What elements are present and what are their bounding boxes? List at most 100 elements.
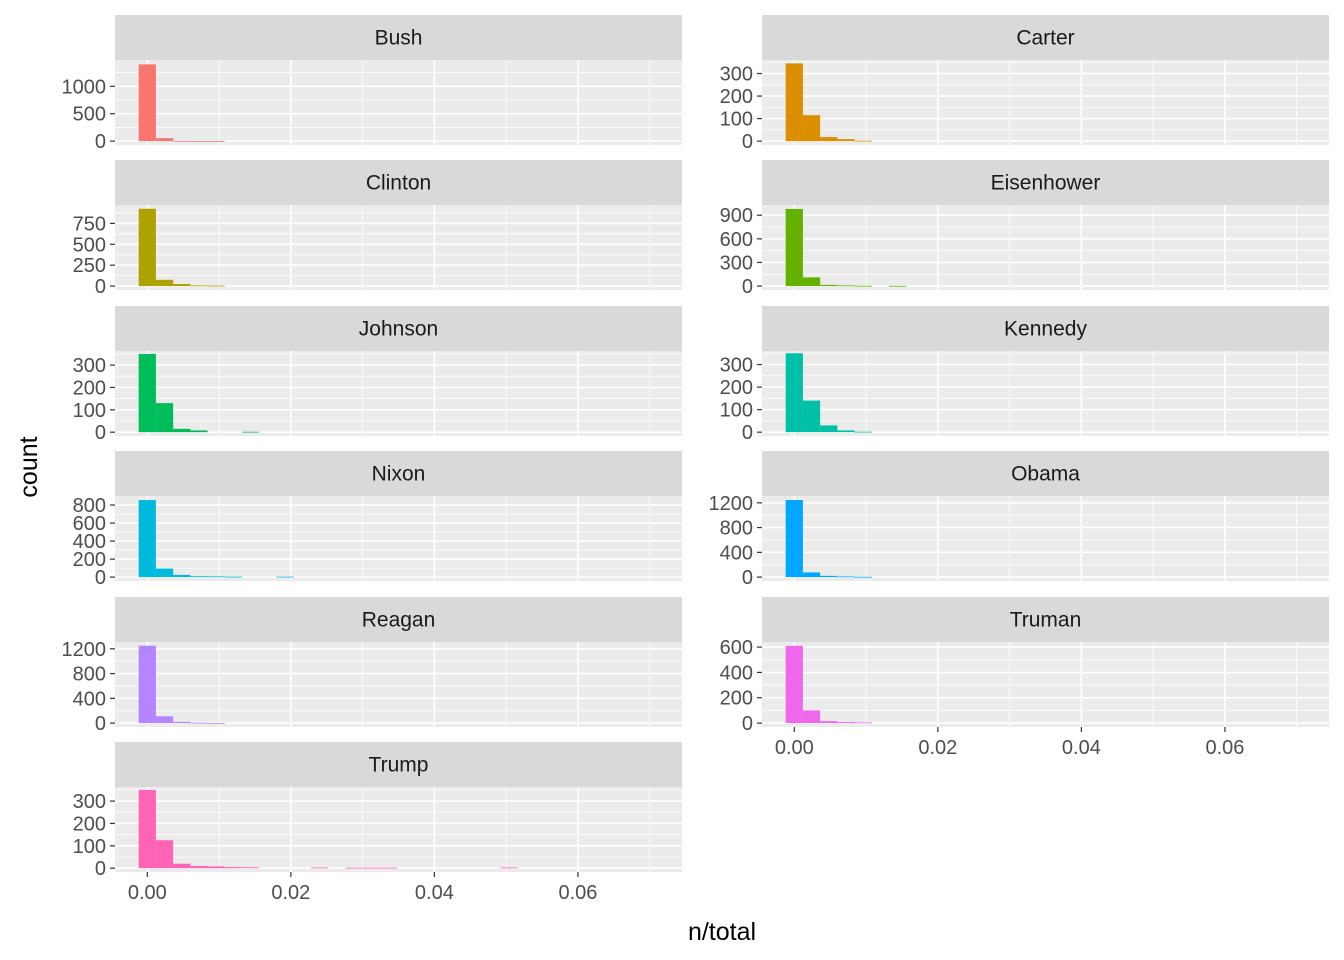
bar xyxy=(190,285,208,287)
plot-background-eisenhower xyxy=(762,205,1329,290)
bar xyxy=(155,716,174,724)
bar xyxy=(155,568,174,578)
bar xyxy=(310,867,329,869)
strip-label-truman: Truman xyxy=(1010,609,1082,632)
plot-background-nixon xyxy=(115,496,682,581)
bar xyxy=(837,430,855,433)
bar xyxy=(837,722,855,724)
bar xyxy=(190,865,208,869)
y-tick-label: 0 xyxy=(742,276,753,298)
y-tick-label: 1000 xyxy=(62,76,107,98)
x-tick-label: 0.02 xyxy=(271,882,310,904)
strip-label-bush: Bush xyxy=(375,27,423,50)
strip-label-johnson: Johnson xyxy=(359,318,438,341)
y-tick-label: 100 xyxy=(720,109,753,131)
y-tick-label: 0 xyxy=(95,713,106,735)
bar xyxy=(190,576,208,578)
panel-bush: Bush 0 500 1000 xyxy=(62,15,682,153)
plot-background-trump xyxy=(115,787,682,872)
bar xyxy=(854,140,872,142)
strip-kennedy xyxy=(762,306,1329,351)
x-tick-label: 0.00 xyxy=(128,882,167,904)
bar xyxy=(854,576,872,578)
bar xyxy=(785,500,803,578)
y-tick-label: 800 xyxy=(73,495,106,517)
y-tick-label: 0 xyxy=(95,422,106,444)
y-tick-label: 200 xyxy=(720,377,753,399)
bar xyxy=(207,576,225,578)
bar xyxy=(173,428,191,433)
bar xyxy=(500,867,518,869)
bar xyxy=(155,138,174,142)
bar xyxy=(802,400,821,433)
bar xyxy=(837,139,855,142)
bar xyxy=(820,137,838,142)
strip-reagan xyxy=(115,597,682,642)
x-tick-label: 0.06 xyxy=(558,882,597,904)
bar xyxy=(820,721,838,724)
x-tick-label: 0.02 xyxy=(918,737,957,759)
strip-label-nixon: Nixon xyxy=(372,463,426,486)
strip-label-carter: Carter xyxy=(1016,27,1074,50)
bar xyxy=(345,867,363,869)
bar xyxy=(224,576,243,578)
y-tick-label: 200 xyxy=(73,549,106,571)
bar xyxy=(854,722,872,724)
bar xyxy=(173,863,191,869)
bar xyxy=(837,576,855,578)
y-tick-label: 300 xyxy=(720,252,753,274)
bar xyxy=(820,575,838,578)
bar xyxy=(155,403,174,433)
y-tick-label: 100 xyxy=(73,836,106,858)
bar xyxy=(224,867,243,869)
bar xyxy=(207,141,225,142)
plot-background-johnson xyxy=(115,351,682,436)
bar xyxy=(379,867,398,869)
y-tick-label: 200 xyxy=(73,377,106,399)
plot-background-clinton xyxy=(115,205,682,290)
y-tick-label: 400 xyxy=(73,688,106,710)
bar xyxy=(802,710,821,724)
y-tick-label: 800 xyxy=(720,518,753,540)
bar xyxy=(242,431,260,433)
y-tick-label: 300 xyxy=(720,64,753,86)
bar xyxy=(190,430,208,433)
strip-clinton xyxy=(115,160,682,205)
bar xyxy=(138,353,156,433)
strip-johnson xyxy=(115,306,682,351)
plot-background-obama xyxy=(762,496,1329,581)
x-tick-label: 0.06 xyxy=(1205,737,1244,759)
y-axis-title: count xyxy=(15,436,43,497)
bar xyxy=(207,722,225,724)
plot-background-bush xyxy=(115,60,682,145)
y-tick-label: 400 xyxy=(73,531,106,553)
panel-truman: Truman 0 200 400 600 0.00 0.02 0.04 0.06 xyxy=(720,597,1329,759)
y-tick-label: 300 xyxy=(73,355,106,377)
strip-carter xyxy=(762,15,1329,60)
y-tick-label: 300 xyxy=(720,355,753,377)
x-axis-title: n/total xyxy=(688,918,756,946)
bar xyxy=(820,284,838,287)
y-tick-label: 0 xyxy=(742,422,753,444)
strip-label-reagan: Reagan xyxy=(362,609,436,632)
y-tick-label: 100 xyxy=(73,400,106,422)
y-tick-label: 500 xyxy=(73,104,106,126)
bar xyxy=(155,279,174,287)
y-tick-label: 300 xyxy=(73,791,106,813)
bar xyxy=(207,285,225,287)
bar xyxy=(155,840,174,869)
y-tick-label: 600 xyxy=(73,513,106,535)
strip-label-eisenhower: Eisenhower xyxy=(991,172,1101,195)
bar xyxy=(190,141,208,142)
y-tick-label: 0 xyxy=(742,131,753,153)
bar xyxy=(138,64,156,142)
